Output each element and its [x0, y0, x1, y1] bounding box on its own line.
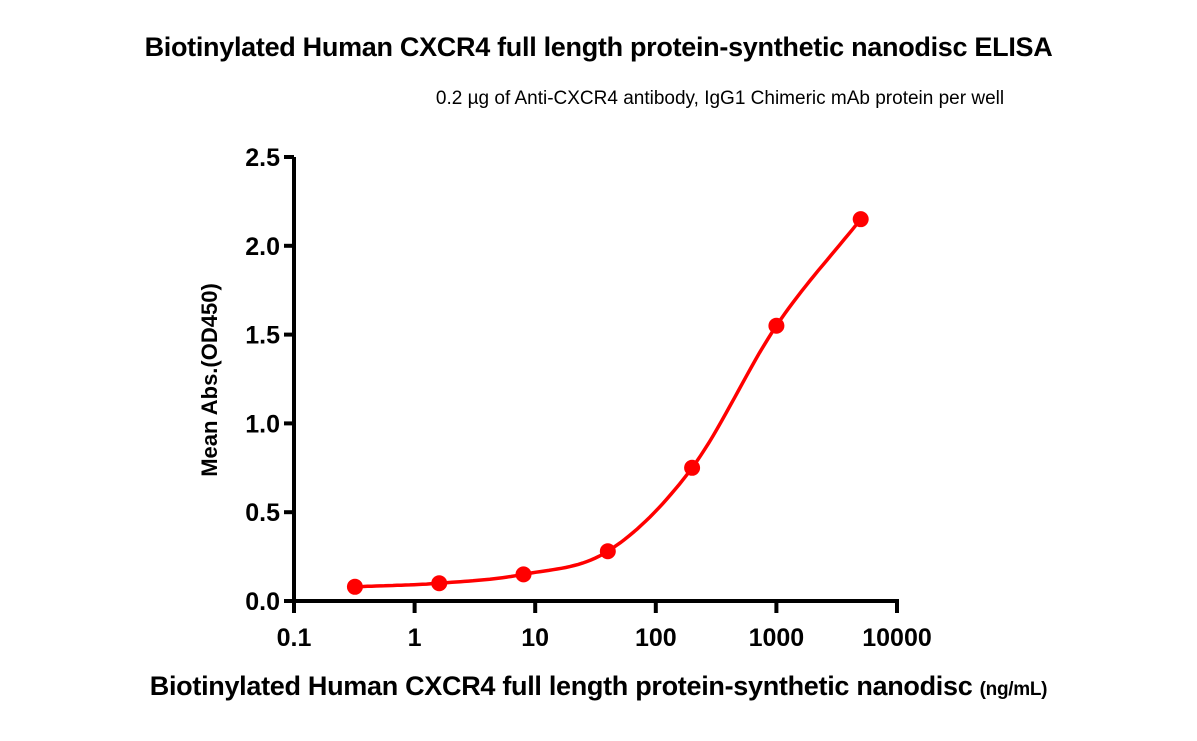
data-point-marker [599, 543, 616, 560]
y-tick-label: 0.5 [245, 499, 280, 527]
chart-title: Biotinylated Human CXCR4 full length pro… [144, 32, 1053, 62]
data-point-marker [346, 578, 363, 595]
y-tick-label: 0.0 [245, 588, 280, 616]
data-point-marker [431, 575, 448, 592]
y-tick-label: 1.5 [245, 322, 280, 350]
x-tick-label: 10 [521, 624, 549, 652]
x-axis-label: Biotinylated Human CXCR4 full length pro… [0, 671, 1197, 702]
data-points [346, 211, 869, 595]
axes: 0.0 0.5 1.0 1.5 2.0 2.5 0.1 1 10 100 1000 10000 [245, 144, 932, 652]
y-tick-label: 1.0 [245, 410, 280, 438]
data-point-marker [684, 459, 701, 476]
x-tick-label: 10000 [862, 624, 932, 652]
x-axis-label-unit: (ng/mL) [979, 679, 1048, 700]
data-point-marker [852, 211, 869, 228]
x-axis-label-main: Biotinylated Human CXCR4 full length pro… [149, 671, 973, 701]
y-tick-label: 2.0 [245, 233, 280, 261]
data-point-marker [515, 566, 532, 583]
chart-subtitle: 0.2 µg of Anti-CXCR4 antibody, IgG1 Chim… [435, 88, 1005, 109]
x-tick-label: 0.1 [277, 624, 312, 652]
x-tick-label: 100 [635, 624, 677, 652]
fit-curve [354, 218, 863, 589]
x-tick-label: 1 [408, 624, 422, 652]
data-point-marker [768, 317, 785, 334]
x-tick-label: 1000 [749, 624, 805, 652]
y-tick-label: 2.5 [245, 144, 280, 172]
fit-curve-line [354, 218, 863, 589]
